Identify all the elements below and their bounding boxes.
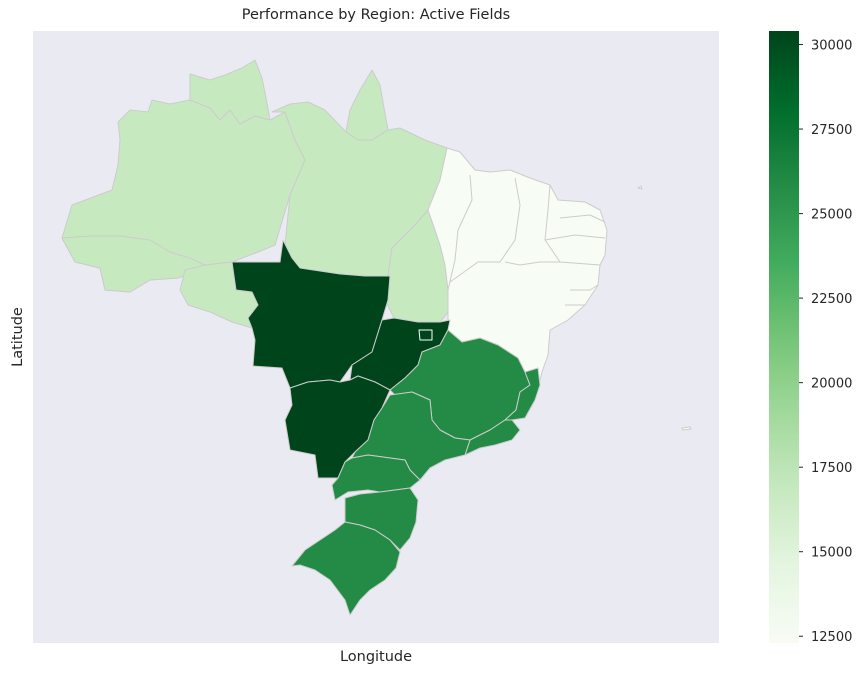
colorbar-tick-label: 15000: [811, 546, 852, 561]
region-distrito-federal[interactable]: [418, 329, 433, 341]
colorbar-tick-label: 22500: [811, 292, 852, 307]
colorbar: 12500 15000 17500 20000 22500 25000 27500 30000: [769, 31, 852, 645]
colorbar-tick-label: 30000: [811, 39, 852, 54]
x-axis-label: Longitude: [339, 649, 413, 665]
region-northeast[interactable]: [427, 147, 608, 389]
region-fernando-islands: [637, 185, 643, 190]
colorbar-tick-label: 17500: [811, 461, 852, 476]
region-parana[interactable]: [331, 454, 421, 501]
region-distant-islands: [681, 426, 692, 431]
colorbar-tick-label: 12500: [811, 630, 852, 645]
region-rio-de-janeiro[interactable]: [464, 419, 521, 456]
colorbar-tick-label: 20000: [811, 377, 852, 392]
colorbar-fill: [769, 31, 799, 643]
colorbar-tick-label: 25000: [811, 208, 852, 223]
region-rio-grande-do-sul[interactable]: [291, 521, 401, 616]
colorbar-tick-label: 27500: [811, 123, 852, 138]
region-sao-paulo[interactable]: [351, 391, 471, 481]
chart-title: Performance by Region: Active Fields: [241, 7, 511, 23]
northeast-state-borders: [447, 174, 606, 306]
region-roraima[interactable]: [189, 59, 271, 125]
colorbar-ticks: 12500 15000 17500 20000 22500 25000 27500 30000: [799, 39, 852, 645]
map-regions: [61, 59, 692, 616]
